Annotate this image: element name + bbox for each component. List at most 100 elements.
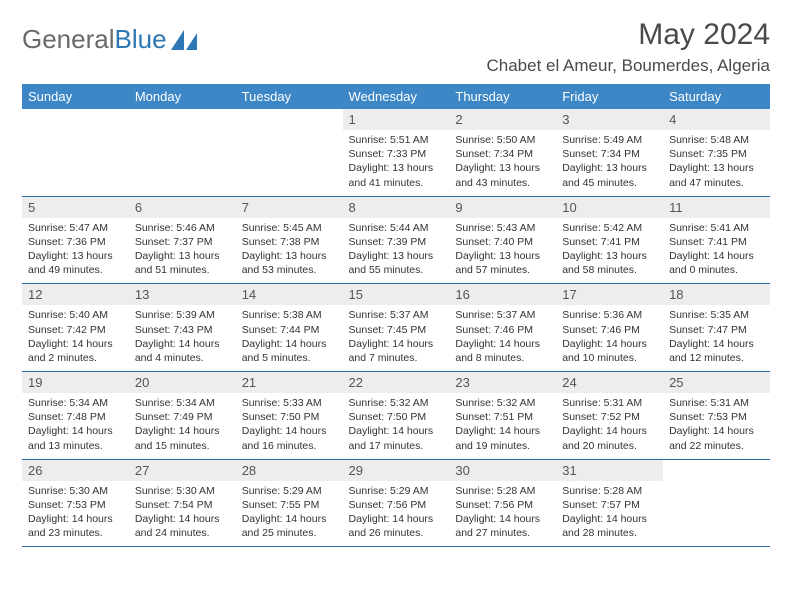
sunrise-line: Sunrise: 5:32 AM: [349, 396, 444, 410]
sunset-line: Sunset: 7:41 PM: [669, 235, 764, 249]
sunset-line: Sunset: 7:35 PM: [669, 147, 764, 161]
day-number: 14: [236, 284, 343, 305]
daylight-line: Daylight: 14 hours and 8 minutes.: [455, 337, 550, 365]
daylight-line: Daylight: 14 hours and 15 minutes.: [135, 424, 230, 452]
calendar-day-cell: 28Sunrise: 5:29 AMSunset: 7:55 PMDayligh…: [236, 459, 343, 547]
calendar-day-cell: 7Sunrise: 5:45 AMSunset: 7:38 PMDaylight…: [236, 196, 343, 284]
day-number: 11: [663, 197, 770, 218]
daylight-line: Daylight: 14 hours and 27 minutes.: [455, 512, 550, 540]
sunset-line: Sunset: 7:53 PM: [669, 410, 764, 424]
calendar-week-row: 26Sunrise: 5:30 AMSunset: 7:53 PMDayligh…: [22, 459, 770, 547]
sunrise-line: Sunrise: 5:29 AM: [349, 484, 444, 498]
sunset-line: Sunset: 7:57 PM: [562, 498, 657, 512]
weekday-header: Friday: [556, 84, 663, 109]
sunset-line: Sunset: 7:37 PM: [135, 235, 230, 249]
brand-part1: General: [22, 24, 115, 55]
day-details: Sunrise: 5:32 AMSunset: 7:50 PMDaylight:…: [343, 393, 450, 459]
sunrise-line: Sunrise: 5:37 AM: [349, 308, 444, 322]
sunset-line: Sunset: 7:46 PM: [562, 323, 657, 337]
location: Chabet el Ameur, Boumerdes, Algeria: [487, 56, 771, 76]
sunrise-line: Sunrise: 5:30 AM: [28, 484, 123, 498]
weekday-header: Tuesday: [236, 84, 343, 109]
sunset-line: Sunset: 7:44 PM: [242, 323, 337, 337]
daylight-line: Daylight: 14 hours and 7 minutes.: [349, 337, 444, 365]
day-number: 6: [129, 197, 236, 218]
month-title: May 2024: [487, 18, 771, 52]
sunset-line: Sunset: 7:49 PM: [135, 410, 230, 424]
sunrise-line: Sunrise: 5:48 AM: [669, 133, 764, 147]
sunset-line: Sunset: 7:47 PM: [669, 323, 764, 337]
day-details: Sunrise: 5:31 AMSunset: 7:52 PMDaylight:…: [556, 393, 663, 459]
day-number: 23: [449, 372, 556, 393]
calendar-day-cell: 5Sunrise: 5:47 AMSunset: 7:36 PMDaylight…: [22, 196, 129, 284]
weekday-header: Thursday: [449, 84, 556, 109]
sunset-line: Sunset: 7:46 PM: [455, 323, 550, 337]
sunrise-line: Sunrise: 5:30 AM: [135, 484, 230, 498]
daylight-line: Daylight: 14 hours and 17 minutes.: [349, 424, 444, 452]
sunset-line: Sunset: 7:56 PM: [349, 498, 444, 512]
day-details: Sunrise: 5:38 AMSunset: 7:44 PMDaylight:…: [236, 305, 343, 371]
day-details: Sunrise: 5:36 AMSunset: 7:46 PMDaylight:…: [556, 305, 663, 371]
day-details: Sunrise: 5:50 AMSunset: 7:34 PMDaylight:…: [449, 130, 556, 196]
sunrise-line: Sunrise: 5:28 AM: [562, 484, 657, 498]
day-details: Sunrise: 5:28 AMSunset: 7:56 PMDaylight:…: [449, 481, 556, 547]
daylight-line: Daylight: 14 hours and 24 minutes.: [135, 512, 230, 540]
daylight-line: Daylight: 14 hours and 4 minutes.: [135, 337, 230, 365]
daylight-line: Daylight: 14 hours and 25 minutes.: [242, 512, 337, 540]
day-number: 30: [449, 460, 556, 481]
day-details: Sunrise: 5:28 AMSunset: 7:57 PMDaylight:…: [556, 481, 663, 547]
day-details: Sunrise: 5:37 AMSunset: 7:46 PMDaylight:…: [449, 305, 556, 371]
sunrise-line: Sunrise: 5:39 AM: [135, 308, 230, 322]
calendar-day-cell: 9Sunrise: 5:43 AMSunset: 7:40 PMDaylight…: [449, 196, 556, 284]
calendar-day-cell: 19Sunrise: 5:34 AMSunset: 7:48 PMDayligh…: [22, 372, 129, 460]
day-number: 21: [236, 372, 343, 393]
calendar-day-cell: .: [129, 109, 236, 196]
day-number: 1: [343, 109, 450, 130]
sunset-line: Sunset: 7:40 PM: [455, 235, 550, 249]
calendar-day-cell: 17Sunrise: 5:36 AMSunset: 7:46 PMDayligh…: [556, 284, 663, 372]
calendar-week-row: 19Sunrise: 5:34 AMSunset: 7:48 PMDayligh…: [22, 372, 770, 460]
daylight-line: Daylight: 14 hours and 28 minutes.: [562, 512, 657, 540]
day-details: Sunrise: 5:39 AMSunset: 7:43 PMDaylight:…: [129, 305, 236, 371]
day-details: Sunrise: 5:31 AMSunset: 7:53 PMDaylight:…: [663, 393, 770, 459]
day-details: Sunrise: 5:37 AMSunset: 7:45 PMDaylight:…: [343, 305, 450, 371]
day-details: Sunrise: 5:34 AMSunset: 7:49 PMDaylight:…: [129, 393, 236, 459]
day-number: 8: [343, 197, 450, 218]
calendar-day-cell: 14Sunrise: 5:38 AMSunset: 7:44 PMDayligh…: [236, 284, 343, 372]
daylight-line: Daylight: 13 hours and 49 minutes.: [28, 249, 123, 277]
day-number: 4: [663, 109, 770, 130]
sunset-line: Sunset: 7:56 PM: [455, 498, 550, 512]
sunrise-line: Sunrise: 5:34 AM: [28, 396, 123, 410]
daylight-line: Daylight: 13 hours and 43 minutes.: [455, 161, 550, 189]
sunset-line: Sunset: 7:48 PM: [28, 410, 123, 424]
day-details: Sunrise: 5:30 AMSunset: 7:54 PMDaylight:…: [129, 481, 236, 547]
day-details: Sunrise: 5:40 AMSunset: 7:42 PMDaylight:…: [22, 305, 129, 371]
sunrise-line: Sunrise: 5:42 AM: [562, 221, 657, 235]
daylight-line: Daylight: 13 hours and 41 minutes.: [349, 161, 444, 189]
day-number: 20: [129, 372, 236, 393]
day-details: Sunrise: 5:44 AMSunset: 7:39 PMDaylight:…: [343, 218, 450, 284]
sunset-line: Sunset: 7:50 PM: [242, 410, 337, 424]
day-details: Sunrise: 5:43 AMSunset: 7:40 PMDaylight:…: [449, 218, 556, 284]
calendar-day-cell: 27Sunrise: 5:30 AMSunset: 7:54 PMDayligh…: [129, 459, 236, 547]
day-number: 12: [22, 284, 129, 305]
sunrise-line: Sunrise: 5:31 AM: [562, 396, 657, 410]
day-number: 25: [663, 372, 770, 393]
sunset-line: Sunset: 7:34 PM: [455, 147, 550, 161]
day-number: 10: [556, 197, 663, 218]
day-details: Sunrise: 5:46 AMSunset: 7:37 PMDaylight:…: [129, 218, 236, 284]
sunset-line: Sunset: 7:43 PM: [135, 323, 230, 337]
calendar-day-cell: 11Sunrise: 5:41 AMSunset: 7:41 PMDayligh…: [663, 196, 770, 284]
sunset-line: Sunset: 7:52 PM: [562, 410, 657, 424]
sunrise-line: Sunrise: 5:45 AM: [242, 221, 337, 235]
daylight-line: Daylight: 14 hours and 5 minutes.: [242, 337, 337, 365]
sunrise-line: Sunrise: 5:40 AM: [28, 308, 123, 322]
day-number: 26: [22, 460, 129, 481]
calendar-day-cell: 1Sunrise: 5:51 AMSunset: 7:33 PMDaylight…: [343, 109, 450, 196]
sunrise-line: Sunrise: 5:49 AM: [562, 133, 657, 147]
sunrise-line: Sunrise: 5:51 AM: [349, 133, 444, 147]
brand-part2: Blue: [115, 24, 167, 55]
sunrise-line: Sunrise: 5:46 AM: [135, 221, 230, 235]
day-details: Sunrise: 5:35 AMSunset: 7:47 PMDaylight:…: [663, 305, 770, 371]
daylight-line: Daylight: 14 hours and 22 minutes.: [669, 424, 764, 452]
